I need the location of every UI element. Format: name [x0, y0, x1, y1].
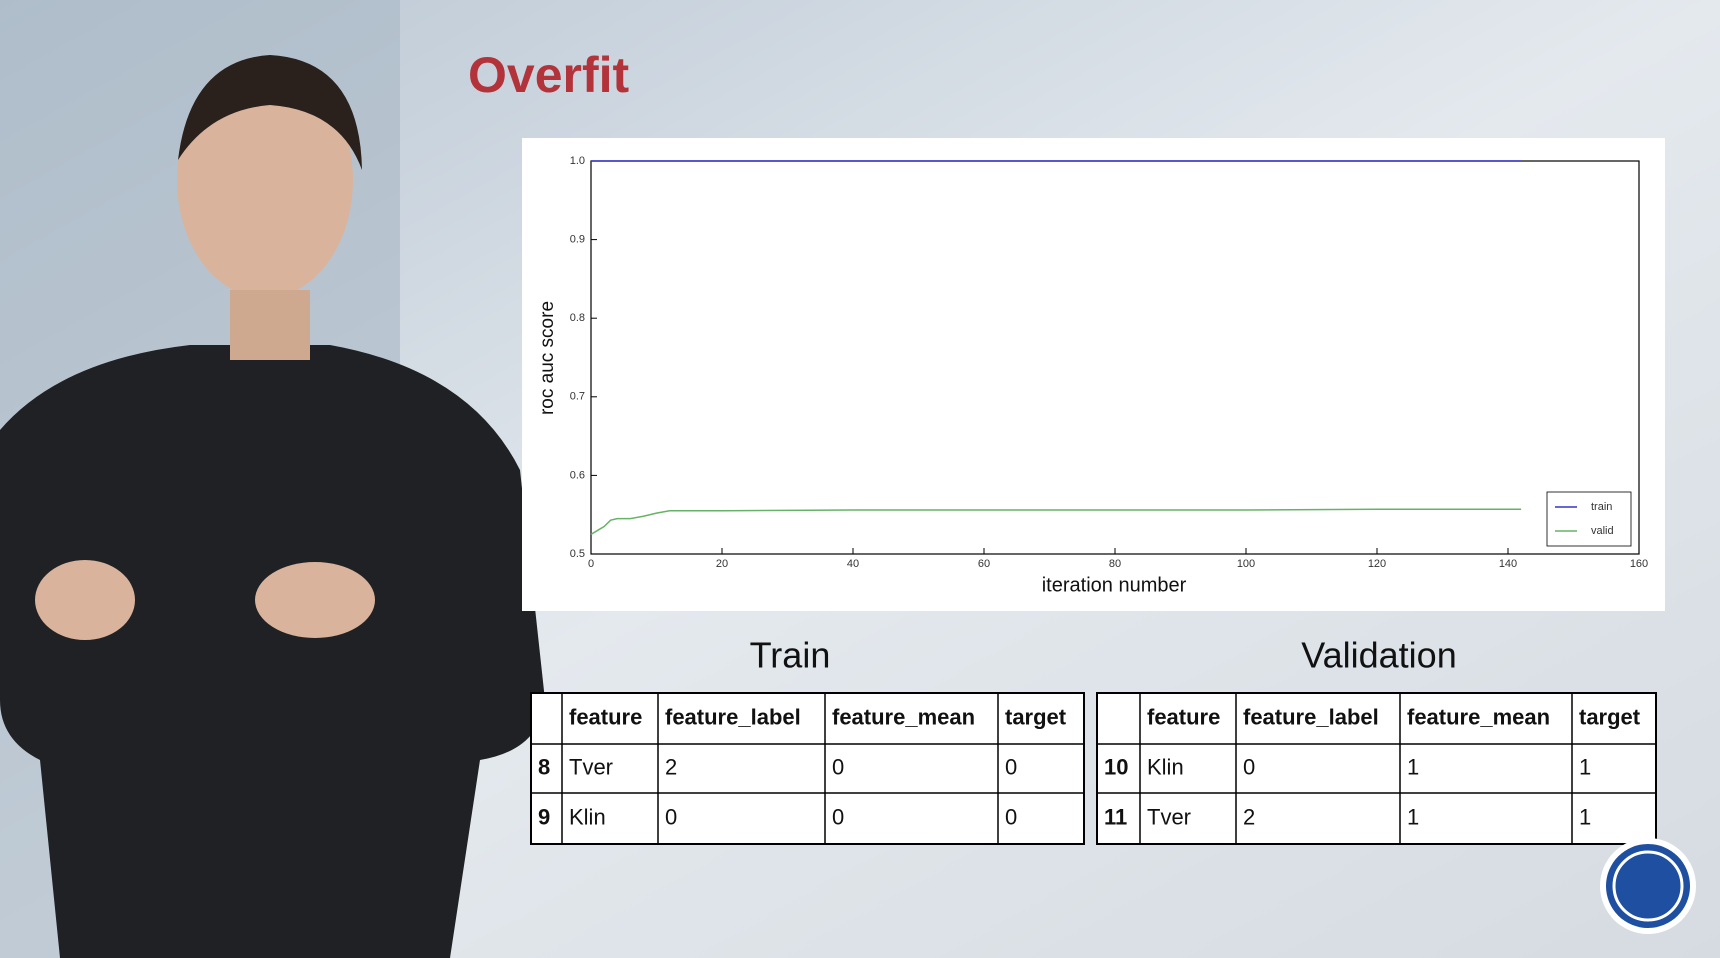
row-index: 11: [1104, 804, 1127, 829]
column-header: feature_mean: [832, 704, 975, 729]
row-index: 8: [538, 754, 550, 779]
column-header: target: [1579, 704, 1641, 729]
table-cell: 0: [1005, 804, 1017, 829]
y-axis-label: roc auc score: [537, 301, 558, 415]
y-tick-label: 0.5: [570, 548, 585, 560]
university-logo: [1600, 838, 1696, 934]
column-header: feature: [1147, 704, 1220, 729]
legend-label: valid: [1591, 525, 1614, 537]
y-tick-label: 0.8: [570, 312, 585, 324]
row-index: 9: [538, 804, 550, 829]
presenter: [0, 55, 545, 958]
x-tick-label: 60: [978, 558, 990, 570]
table-cell: 1: [1407, 754, 1419, 779]
table-cell: Klin: [1147, 754, 1184, 779]
table-cell: 2: [665, 754, 677, 779]
legend-box: [1546, 491, 1632, 547]
table-cell: 1: [1407, 804, 1419, 829]
y-tick-label: 0.6: [570, 469, 585, 481]
y-tick-label: 0.7: [570, 391, 585, 403]
slide-title: Overfit: [468, 47, 630, 103]
table-title: Train: [750, 635, 831, 676]
table-cell: 0: [1243, 754, 1255, 779]
y-tick-label: 0.9: [570, 234, 585, 246]
row-index: 10: [1104, 754, 1128, 779]
legend: train valid: [1546, 491, 1632, 547]
column-header: feature_mean: [1407, 704, 1550, 729]
column-header: feature_label: [665, 704, 801, 729]
column-header: target: [1005, 704, 1067, 729]
column-header: feature_label: [1243, 704, 1379, 729]
table-cell: 0: [1005, 754, 1017, 779]
table-cell: 1: [1579, 804, 1591, 829]
y-tick-label: 1.0: [570, 155, 585, 167]
table-frame: [530, 692, 1085, 845]
table-cell: 0: [665, 804, 677, 829]
table-cell: Klin: [569, 804, 606, 829]
table-cell: 0: [832, 804, 844, 829]
x-tick-label: 120: [1368, 558, 1386, 570]
x-tick-label: 80: [1109, 558, 1121, 570]
x-axis-label: iteration number: [1042, 574, 1187, 596]
table-cell: Tver: [1147, 804, 1191, 829]
x-tick-label: 40: [847, 558, 859, 570]
table-frame: [1096, 692, 1657, 845]
table-cell: 1: [1579, 754, 1591, 779]
plot-area: [590, 160, 1640, 555]
column-header: feature: [569, 704, 642, 729]
x-tick-label: 140: [1499, 558, 1517, 570]
table-cell: Tver: [569, 754, 613, 779]
table-cell: 0: [832, 754, 844, 779]
series-line: [590, 508, 1522, 535]
x-tick-label: 160: [1630, 558, 1648, 570]
legend-label: train: [1591, 501, 1612, 513]
x-tick-label: 0: [588, 558, 594, 570]
table-title: Validation: [1301, 635, 1456, 676]
x-tick-label: 20: [716, 558, 728, 570]
x-tick-label: 100: [1237, 558, 1255, 570]
table-cell: 2: [1243, 804, 1255, 829]
tables: Train feature feature_label feature_mean tar…: [530, 635, 1657, 845]
